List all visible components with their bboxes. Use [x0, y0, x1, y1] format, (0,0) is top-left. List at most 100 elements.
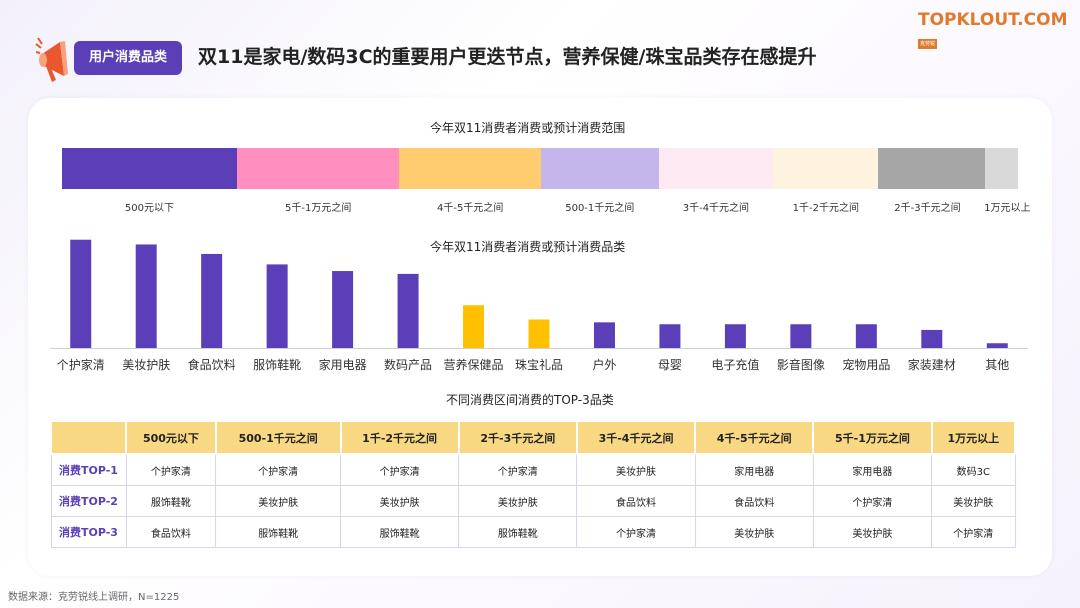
- range-segment: [62, 148, 237, 189]
- table-row: 消费TOP-1 个护家清 个护家清 个护家清 个护家清 美妆护肤 家用电器 家用电器 数码3C: [50, 453, 1016, 486]
- category-bar: [528, 319, 550, 348]
- category-tick-label: 营养保健品: [444, 357, 504, 372]
- range-label: 2千-3千元之间: [894, 203, 961, 214]
- table-cell: 美妆护肤: [215, 485, 342, 517]
- range-segment: [399, 148, 541, 189]
- category-tick-label: 美妆护肤: [122, 357, 170, 372]
- data-source-note: 数据来源：克劳锐线上调研，N=1225: [8, 592, 180, 603]
- table-column-header: 500元以下: [125, 420, 217, 455]
- range-segment: [984, 148, 1018, 189]
- table-row: 消费TOP-2 服饰鞋靴 美妆护肤 美妆护肤 美妆护肤 食品饮料 食品饮料 个护家清 美妆护肤: [50, 485, 1016, 517]
- table-column-header: 3千-4千元之间: [575, 420, 697, 455]
- category-tick-label: 母婴: [658, 358, 682, 372]
- table-cell: 美妆护肤: [931, 485, 1016, 517]
- table-cell: 美妆护肤: [458, 485, 578, 517]
- table-column-header: 5千-1万元之间: [812, 420, 933, 455]
- logo-sub: 克劳锐: [918, 39, 938, 49]
- brand-logo: TOPKLOUT.COM 克劳锐: [918, 10, 1068, 49]
- table-row-header: 消费TOP-2: [50, 485, 127, 517]
- table-cell: 服饰鞋靴: [215, 516, 342, 548]
- page-title: 双11是家电/数码3C的重要用户更迭节点，营养保健/珠宝品类存在感提升: [198, 46, 817, 68]
- range-label: 500元以下: [124, 203, 175, 214]
- category-tick-label: 食品饮料: [188, 357, 236, 372]
- table-body: 消费TOP-1 个护家清 个护家清 个护家清 个护家清 美妆护肤 家用电器 家用电器 数码3C 消…: [50, 453, 1016, 548]
- table-cell: 美妆护肤: [576, 453, 696, 486]
- table-title: 不同消费区间消费的TOP-3品类: [446, 393, 614, 407]
- category-bar: [986, 343, 1008, 348]
- table-column-header: 500-1千元之间: [214, 420, 342, 455]
- table-cell: 服饰鞋靴: [340, 516, 460, 548]
- table-row-header: 消费TOP-3: [50, 516, 127, 548]
- category-bar: [70, 239, 92, 348]
- range-chart-title: 今年双11消费者消费或预计消费范围: [430, 121, 626, 135]
- section-tag: 用户消费品类: [74, 41, 182, 75]
- table-column-header: 1千-2千元之间: [339, 420, 460, 455]
- table-column-header: 4千-5千元之间: [694, 420, 815, 455]
- table-cell: 个护家清: [125, 453, 217, 486]
- table-cell: 食品饮料: [694, 485, 814, 517]
- table-cell: 个护家清: [340, 453, 460, 486]
- table-cell: 个护家清: [215, 453, 342, 486]
- table-cell: 美妆护肤: [812, 516, 933, 548]
- category-bar: [266, 264, 288, 348]
- range-segment: [878, 148, 985, 189]
- category-bar: [463, 305, 485, 348]
- table-header-row: 500元以下 500-1千元之间 1千-2千元之间 2千-3千元之间 3千-4千元之间 4…: [50, 420, 1017, 455]
- range-segment: [773, 148, 879, 189]
- category-tick-label: 家用电器: [319, 357, 367, 372]
- table-cell: 服饰鞋靴: [125, 485, 217, 517]
- table-column-header: 1万元以上: [930, 420, 1017, 455]
- table-row: 消费TOP-3 食品饮料 服饰鞋靴 服饰鞋靴 服饰鞋靴 个护家清 美妆护肤 美妆护肤 个护家清: [50, 516, 1016, 548]
- table-column-header: 2千-3千元之间: [457, 420, 578, 455]
- range-label: 4千-5千元之间: [437, 203, 504, 214]
- category-tick-label: 珠宝礼品: [515, 357, 563, 372]
- table-cell: 食品饮料: [576, 485, 696, 517]
- category-tick-label: 其他: [985, 358, 1009, 372]
- table-corner-cell: [50, 420, 127, 455]
- top3-table: 500元以下 500-1千元之间 1千-2千元之间 2千-3千元之间 3千-4千元之间 4…: [50, 420, 1017, 548]
- table-row-header: 消费TOP-1: [50, 453, 127, 486]
- range-label: 500-1千元之间: [565, 203, 635, 214]
- category-bar: [921, 329, 943, 348]
- table-cell: 家用电器: [812, 453, 933, 486]
- logo-name: TOPKLOUT.COM: [918, 10, 1068, 30]
- table-cell: 个护家清: [931, 516, 1016, 548]
- category-tick-label: 家装建材: [908, 357, 956, 372]
- category-tick-label: 数码产品: [384, 357, 432, 372]
- range-label: 1万元以上: [984, 203, 1031, 214]
- range-label: 1千-2千元之间: [792, 203, 860, 214]
- table-cell: 食品饮料: [125, 516, 217, 548]
- category-bar: [397, 273, 419, 348]
- category-tick-label: 电子充值: [711, 357, 759, 372]
- range-stacked-bar: [62, 148, 1018, 189]
- table-cell: 个护家清: [576, 516, 696, 548]
- category-bar: [790, 324, 812, 348]
- range-segment: [658, 148, 774, 189]
- category-bar: [855, 324, 877, 348]
- category-tick-label: 服饰鞋靴: [253, 357, 301, 372]
- category-tick-label: 宠物用品: [842, 357, 890, 372]
- range-label: 3千-4千元之间: [682, 203, 750, 214]
- table-cell: 服饰鞋靴: [458, 516, 578, 548]
- table-cell: 个护家清: [458, 453, 578, 486]
- category-tick-label: 个护家清: [57, 357, 105, 372]
- category-bar: [201, 253, 223, 348]
- range-segment: [236, 148, 400, 189]
- table-cell: 数码3C: [931, 453, 1016, 486]
- category-bar: [724, 324, 746, 348]
- category-chart-title: 今年双11消费者消费或预计消费品类: [430, 240, 626, 254]
- category-bar: [332, 271, 354, 348]
- megaphone-icon: [35, 37, 68, 82]
- table-cell: 家用电器: [694, 453, 814, 486]
- category-bar: [659, 324, 681, 348]
- category-tick-label: 户外: [592, 357, 616, 372]
- table-cell: 美妆护肤: [694, 516, 814, 548]
- range-label: 5千-1万元之间: [285, 203, 352, 214]
- category-bar: [593, 322, 615, 348]
- table-cell: 个护家清: [812, 485, 933, 517]
- category-bar: [135, 244, 157, 348]
- category-tick-label: 影音图像: [777, 357, 825, 372]
- table-cell: 美妆护肤: [340, 485, 460, 517]
- category-bar-chart: 个护家清 美妆护肤 食品饮料 服饰鞋靴 家用电器 数码产品 营养保健品 珠宝礼品 户外 母婴 电子充…: [50, 239, 1028, 372]
- range-segment: [540, 148, 659, 189]
